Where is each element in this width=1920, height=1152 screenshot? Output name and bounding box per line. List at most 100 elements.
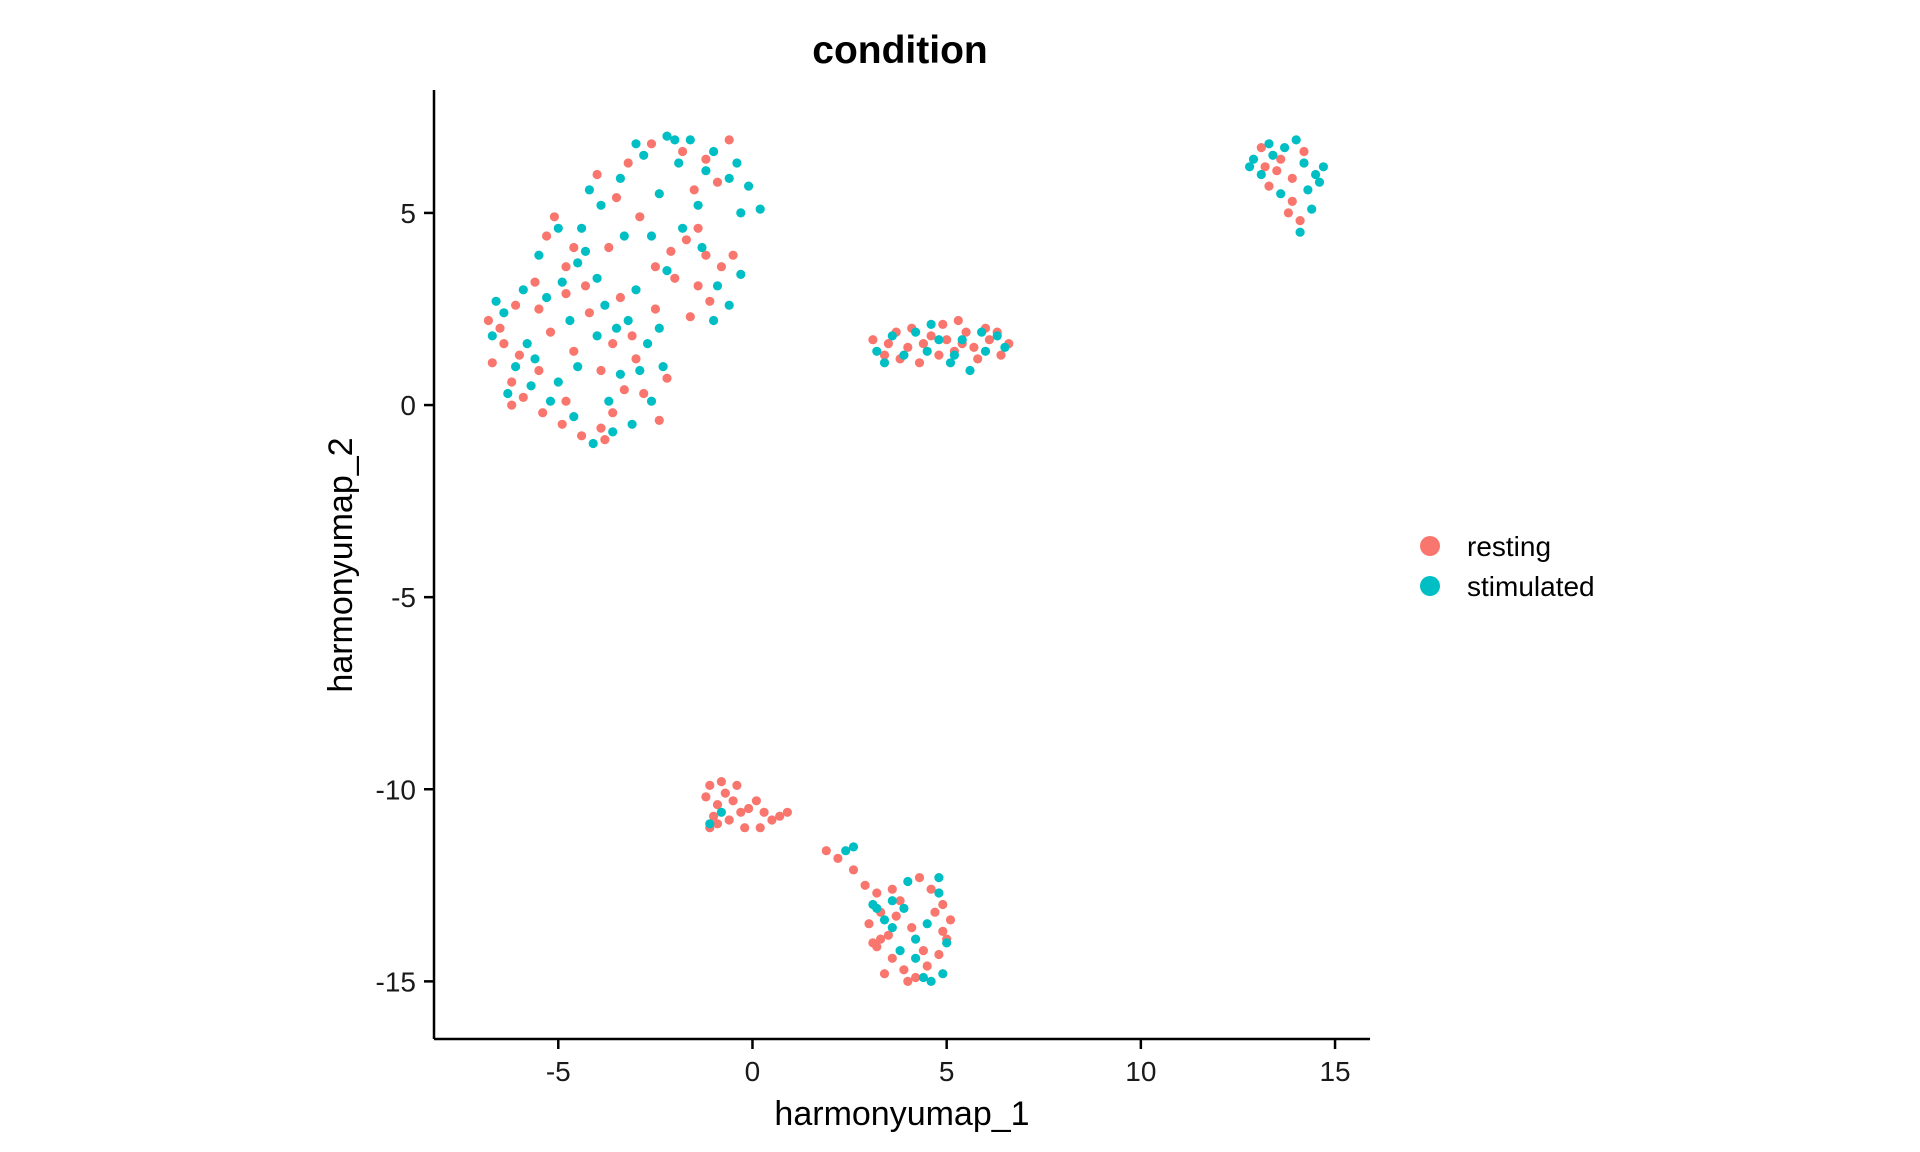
point-stimulated bbox=[887, 331, 897, 341]
point-resting bbox=[639, 388, 649, 399]
point-resting bbox=[918, 946, 929, 956]
point-stimulated bbox=[1303, 185, 1313, 195]
point-resting bbox=[1295, 216, 1305, 226]
point-resting bbox=[876, 934, 886, 944]
point-stimulated bbox=[938, 969, 948, 979]
legend-key-resting bbox=[1420, 536, 1440, 556]
y-tick-label: 5 bbox=[400, 198, 416, 229]
point-stimulated bbox=[724, 173, 734, 183]
x-tick-label: -5 bbox=[546, 1056, 571, 1087]
point-resting bbox=[483, 315, 493, 326]
point-resting bbox=[530, 277, 540, 287]
point-stimulated bbox=[1280, 143, 1290, 153]
point-resting bbox=[930, 907, 940, 917]
point-stimulated bbox=[635, 365, 645, 376]
series-stimulated bbox=[487, 131, 1328, 987]
point-resting bbox=[953, 315, 963, 326]
point-stimulated bbox=[1000, 342, 1010, 352]
point-stimulated bbox=[678, 223, 688, 233]
point-stimulated bbox=[709, 146, 719, 157]
point-resting bbox=[969, 342, 979, 352]
point-resting bbox=[569, 346, 579, 356]
point-resting bbox=[580, 281, 591, 291]
point-resting bbox=[646, 139, 657, 149]
point-stimulated bbox=[724, 300, 734, 310]
point-resting bbox=[499, 339, 509, 349]
point-resting bbox=[650, 262, 661, 272]
point-stimulated bbox=[646, 396, 657, 406]
point-resting bbox=[872, 888, 882, 898]
point-stimulated bbox=[503, 388, 513, 399]
point-stimulated bbox=[1314, 177, 1325, 187]
point-resting bbox=[833, 853, 843, 864]
point-resting bbox=[619, 385, 629, 395]
point-resting bbox=[604, 242, 614, 253]
point-stimulated bbox=[744, 181, 754, 191]
point-resting bbox=[883, 930, 894, 940]
point-resting bbox=[740, 823, 750, 833]
point-resting bbox=[911, 972, 921, 983]
point-resting bbox=[712, 177, 723, 187]
point-resting bbox=[545, 327, 556, 337]
point-resting bbox=[736, 807, 746, 817]
point-resting bbox=[549, 212, 560, 222]
point-resting bbox=[961, 327, 971, 337]
point-resting bbox=[596, 365, 606, 376]
point-stimulated bbox=[588, 438, 598, 449]
point-resting bbox=[507, 400, 517, 410]
point-stimulated bbox=[918, 972, 929, 983]
point-resting bbox=[615, 292, 626, 303]
point-resting bbox=[662, 373, 672, 383]
point-resting bbox=[600, 435, 610, 445]
point-resting bbox=[899, 965, 909, 975]
point-stimulated bbox=[697, 242, 707, 253]
point-stimulated bbox=[736, 208, 746, 218]
point-resting bbox=[1283, 208, 1293, 218]
point-resting bbox=[705, 780, 715, 791]
y-ticks: -15 -10 -5 0 5 bbox=[376, 198, 434, 997]
point-stimulated bbox=[573, 258, 583, 268]
point-resting bbox=[538, 408, 548, 418]
point-stimulated bbox=[942, 938, 952, 948]
point-stimulated bbox=[654, 323, 664, 333]
point-stimulated bbox=[604, 396, 614, 406]
point-stimulated bbox=[674, 158, 684, 168]
y-tick-label: -15 bbox=[376, 966, 416, 997]
point-stimulated bbox=[736, 269, 746, 279]
point-stimulated bbox=[712, 281, 723, 291]
point-resting bbox=[712, 819, 723, 829]
point-stimulated bbox=[926, 976, 936, 987]
point-stimulated bbox=[670, 135, 680, 145]
point-stimulated bbox=[980, 346, 991, 356]
point-resting bbox=[670, 273, 680, 283]
point-stimulated bbox=[716, 807, 727, 817]
point-stimulated bbox=[643, 339, 653, 349]
point-resting bbox=[938, 926, 948, 937]
x-ticks: -5 0 5 10 15 bbox=[546, 1039, 1351, 1087]
y-tick-label: -5 bbox=[391, 582, 416, 613]
point-stimulated bbox=[577, 223, 587, 233]
point-resting bbox=[514, 350, 525, 360]
legend: resting stimulated bbox=[1420, 531, 1595, 602]
point-resting bbox=[1276, 154, 1286, 164]
point-resting bbox=[518, 392, 528, 402]
point-resting bbox=[701, 154, 711, 164]
point-resting bbox=[561, 289, 571, 299]
point-resting bbox=[732, 780, 742, 791]
point-stimulated bbox=[557, 277, 567, 287]
chart-title: condition bbox=[812, 29, 987, 72]
point-stimulated bbox=[526, 381, 536, 391]
points-layer bbox=[483, 131, 1328, 987]
point-resting bbox=[561, 396, 571, 406]
point-stimulated bbox=[926, 319, 936, 329]
point-resting bbox=[922, 961, 932, 971]
point-stimulated bbox=[592, 331, 602, 341]
point-stimulated bbox=[518, 285, 528, 295]
point-stimulated bbox=[580, 246, 591, 256]
point-stimulated bbox=[542, 292, 552, 303]
point-resting bbox=[569, 242, 579, 253]
y-axis-title: harmonyumap_2 bbox=[322, 437, 360, 692]
point-stimulated bbox=[1299, 158, 1309, 168]
point-resting bbox=[608, 339, 618, 349]
point-resting bbox=[561, 262, 571, 272]
